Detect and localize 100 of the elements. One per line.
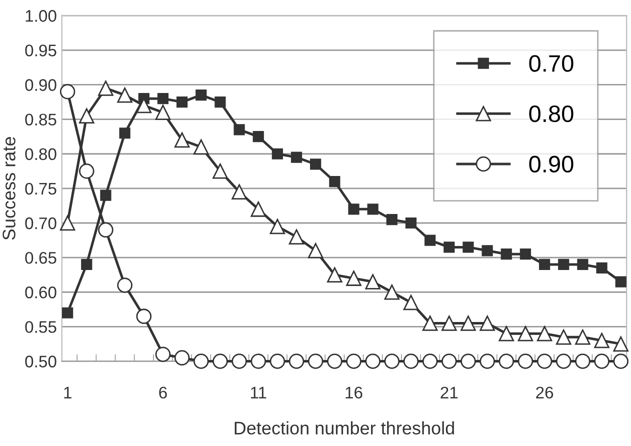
point [480, 316, 495, 331]
point [462, 242, 474, 253]
point [117, 278, 132, 293]
legend-label: 0.80 [529, 105, 574, 122]
point [214, 96, 226, 108]
point [232, 354, 247, 369]
point [327, 267, 342, 282]
point [536, 326, 552, 342]
point [308, 243, 324, 258]
point [310, 158, 322, 170]
point [403, 294, 419, 310]
point [270, 218, 286, 234]
y-tick-label: 0.55 [25, 321, 56, 333]
y-tick-label: 0.60 [25, 286, 56, 298]
x-tick-label: 26 [536, 386, 554, 398]
x-tick-label: 6 [159, 386, 167, 398]
point [252, 131, 264, 142]
point [596, 262, 608, 274]
y-axis-title: Success rate [2, 137, 16, 240]
point [155, 104, 171, 120]
point [272, 148, 283, 160]
x-tick-label: 16 [346, 386, 362, 398]
y-tick-label: 0.65 [25, 252, 56, 264]
point [117, 87, 132, 103]
point [174, 132, 190, 148]
x-tick-label: 11 [250, 386, 266, 398]
point [558, 258, 570, 270]
point [577, 258, 588, 270]
point [79, 164, 94, 179]
point [518, 326, 534, 342]
x-tick-label: 21 [440, 386, 458, 398]
point [288, 354, 304, 369]
point [498, 326, 514, 342]
y-tick-label: 1.00 [26, 10, 56, 22]
point [81, 258, 92, 270]
point [365, 354, 380, 369]
point [79, 108, 94, 124]
point [498, 354, 514, 369]
point [98, 222, 114, 238]
point [212, 354, 228, 369]
point [157, 93, 169, 104]
point [556, 354, 572, 369]
point [500, 248, 512, 260]
point [536, 354, 552, 369]
point [594, 332, 610, 348]
point [460, 316, 476, 331]
point [575, 329, 590, 345]
point [136, 308, 152, 324]
point [193, 139, 209, 155]
point [193, 354, 209, 369]
y-tick-label: 0.75 [25, 182, 56, 195]
point [460, 354, 476, 369]
point [442, 354, 457, 369]
point [155, 346, 171, 362]
point [232, 184, 247, 200]
x-tick-label: 1 [64, 386, 72, 398]
point [538, 258, 550, 270]
point [422, 354, 438, 369]
point [518, 354, 534, 369]
y-tick-label: 0.85 [25, 114, 56, 126]
legend-label: 0.70 [529, 55, 574, 72]
y-tick-label: 0.70 [25, 217, 56, 230]
point [442, 316, 457, 331]
point [327, 354, 342, 369]
point [288, 229, 304, 244]
point [422, 316, 438, 331]
point [403, 354, 419, 369]
y-tick-label: 0.80 [25, 148, 56, 160]
point [250, 354, 266, 369]
point [329, 176, 340, 188]
point [405, 217, 417, 229]
y-tick-label: 0.95 [25, 44, 56, 56]
point [176, 96, 188, 108]
point [174, 350, 190, 366]
point [100, 190, 112, 201]
point [613, 336, 628, 352]
point [384, 284, 400, 300]
point [62, 307, 74, 318]
point [424, 234, 436, 246]
point [444, 242, 455, 253]
point [365, 274, 380, 290]
point [520, 248, 532, 260]
point [250, 202, 266, 217]
point [482, 245, 493, 256]
point [556, 329, 572, 345]
point [367, 204, 378, 215]
point [270, 354, 286, 369]
point [348, 204, 360, 215]
y-tick-label: 0.90 [25, 79, 56, 91]
point [290, 152, 302, 163]
point [386, 214, 398, 226]
point [98, 80, 114, 96]
point [613, 354, 628, 369]
point [594, 354, 610, 369]
point [384, 354, 400, 369]
point [212, 164, 228, 179]
point [119, 128, 130, 139]
point [575, 354, 590, 369]
x-axis-title: Detection number threshold [234, 421, 454, 435]
point [196, 90, 207, 101]
